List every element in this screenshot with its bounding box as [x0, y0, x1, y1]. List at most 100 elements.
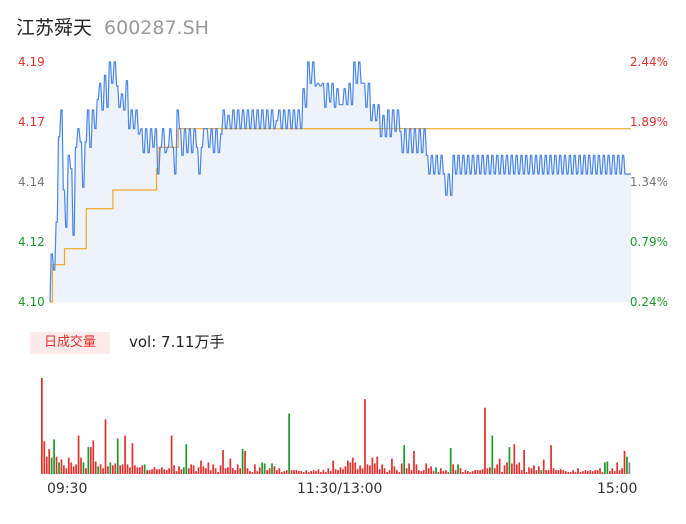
volume-bar — [300, 471, 303, 474]
volume-bar — [190, 464, 193, 474]
volume-bar — [258, 467, 261, 474]
volume-bar — [376, 456, 379, 474]
volume-bar — [464, 470, 467, 474]
volume-bar — [496, 464, 499, 474]
volume-bar — [555, 470, 557, 474]
volume-bar — [545, 470, 548, 474]
volume-bar — [628, 462, 631, 474]
volume-bar — [249, 471, 251, 474]
volume-bar — [523, 450, 525, 474]
volume-bar — [525, 472, 528, 474]
volume-bar — [298, 471, 300, 474]
volume-bar — [366, 464, 369, 474]
volume-bar — [99, 464, 102, 474]
volume-bar — [481, 469, 484, 474]
volume-bar — [268, 468, 271, 474]
volume-bar — [506, 462, 508, 474]
volume-bar — [528, 467, 530, 474]
volume-bar — [224, 468, 227, 474]
volume-bar — [119, 465, 122, 474]
volume-bar — [474, 470, 477, 474]
volume-bar — [312, 470, 315, 474]
volume-bar — [182, 467, 185, 474]
volume-bar — [131, 443, 134, 474]
volume-bar — [229, 458, 232, 474]
volume-bar — [518, 462, 521, 474]
volume-bar — [307, 472, 310, 474]
volume-bar — [623, 450, 626, 474]
time-tick-label: 11:30/13:00 — [297, 481, 383, 497]
volume-bar — [77, 435, 80, 474]
volume-bar — [320, 472, 322, 474]
daily-volume-tab[interactable]: 日成交量 — [30, 332, 110, 354]
percent-tick-label: 1.89% — [629, 115, 668, 129]
volume-bar — [180, 469, 183, 474]
volume-bar — [432, 471, 435, 474]
volume-bar — [586, 471, 589, 474]
volume-bar — [197, 467, 200, 474]
volume-bar — [261, 462, 264, 474]
price-tick-label: 4.19 — [18, 55, 45, 69]
volume-bar — [440, 468, 442, 474]
volume-bar — [104, 419, 107, 474]
volume-bar — [288, 413, 290, 474]
volume-bar — [124, 435, 126, 474]
volume-bar — [356, 469, 359, 474]
volume-bar — [107, 466, 109, 474]
volume-bar — [386, 472, 388, 474]
volume-bar — [427, 468, 430, 474]
volume-bar — [606, 461, 609, 474]
volume-bar — [491, 435, 494, 474]
volume-bar — [608, 471, 611, 474]
volume-bar — [244, 450, 246, 474]
volume-bar — [618, 470, 621, 474]
volume-bar — [94, 461, 97, 474]
volume-bar — [134, 465, 136, 474]
volume-bar — [246, 468, 249, 474]
volume-bar — [256, 471, 259, 474]
volume-bar — [45, 456, 48, 474]
volume-bar — [273, 466, 276, 474]
volume-bar — [109, 462, 112, 474]
volume-bar — [557, 470, 560, 474]
volume-bar — [217, 472, 219, 474]
volume-bar — [591, 471, 594, 474]
volume-bar — [420, 471, 423, 474]
volume-bar — [92, 440, 95, 474]
volume-bar — [202, 466, 205, 474]
volume-bar — [227, 467, 229, 474]
volume-bar — [594, 470, 596, 474]
volume-bar — [97, 466, 100, 474]
volume-bar — [425, 463, 428, 474]
volume-bar — [577, 468, 579, 474]
volume-bar — [430, 466, 432, 474]
volume-bar — [332, 460, 335, 474]
volume-total: vol: 7.11万手 — [129, 333, 225, 351]
volume-bar — [334, 469, 337, 474]
volume-bar — [126, 464, 129, 474]
volume-bar — [322, 470, 325, 474]
volume-bar — [50, 457, 53, 474]
volume-bar — [241, 449, 244, 474]
volume-bar — [501, 472, 503, 474]
volume-bar — [236, 464, 239, 474]
volume-bar — [337, 470, 339, 474]
volume-bar — [604, 462, 606, 474]
volume-bar — [589, 470, 592, 474]
volume-bar — [70, 462, 73, 474]
volume-bar — [454, 470, 457, 474]
volume-bar — [567, 472, 570, 474]
volume-bar — [317, 469, 320, 474]
volume-bar — [498, 458, 501, 474]
volume-bar — [285, 470, 288, 474]
volume-bar — [621, 468, 623, 474]
volume-bar — [444, 470, 447, 474]
volume-bar — [209, 470, 212, 474]
volume-bar — [278, 468, 281, 474]
volume-bar — [219, 465, 222, 474]
percent-tick-label: 1.34% — [629, 175, 668, 189]
volume-bar — [351, 457, 354, 474]
volume-bar — [422, 470, 425, 474]
volume-bar — [349, 462, 352, 474]
time-tick-label: 09:30 — [47, 481, 88, 497]
